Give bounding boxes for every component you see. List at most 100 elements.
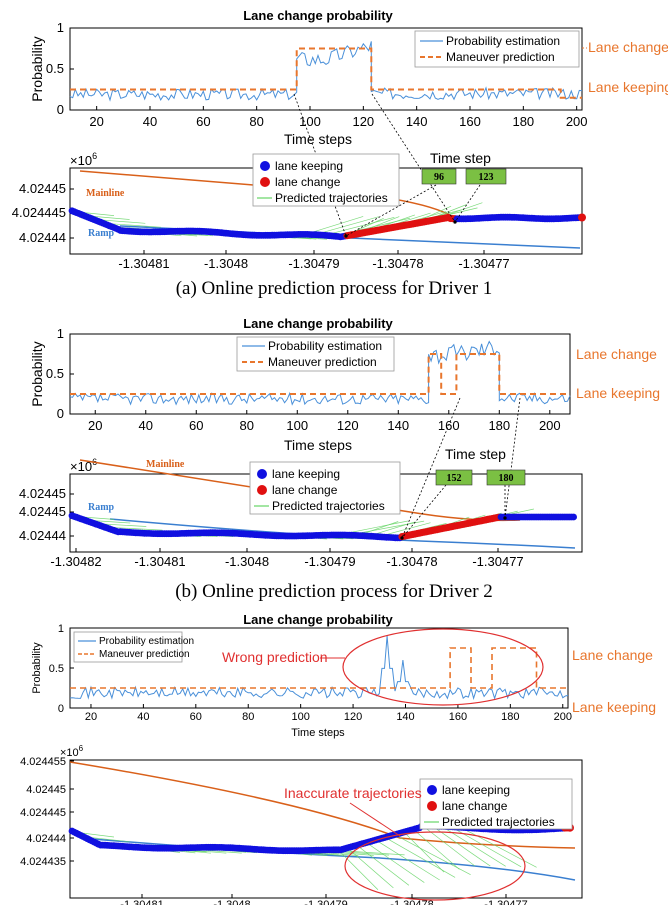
chart-title: Lane change probability xyxy=(243,8,393,23)
legend-label-prediction: Maneuver prediction xyxy=(446,50,555,64)
x-tick-label: -1.30478 xyxy=(390,899,433,905)
x-tick-label: 120 xyxy=(344,711,362,723)
predicted-trajectory xyxy=(356,845,410,886)
map-label-mainline: Mainline xyxy=(86,188,125,199)
caption-driver-1: (a) Online prediction process for Driver… xyxy=(176,278,493,299)
x-tick-label: 140 xyxy=(396,711,414,723)
x-tick-label: 120 xyxy=(337,418,359,433)
x-tick-label: 20 xyxy=(85,711,97,723)
series-lines xyxy=(69,41,583,102)
map-legend: lane keeping lane change Predicted traje… xyxy=(252,153,400,207)
x-tick-label: -1.30477 xyxy=(472,554,523,569)
map-legend: lane keeping lane change Predicted traje… xyxy=(419,778,573,830)
y-exponent: ×106 xyxy=(70,457,97,474)
y-tick-label: 4.024445 xyxy=(20,807,66,819)
map-legend-box xyxy=(419,778,573,830)
time-step-pointer xyxy=(293,93,347,237)
predicted-trajectory xyxy=(366,842,425,883)
annotation-inaccurate-trajectories: Inaccurate trajectories xyxy=(284,785,422,801)
x-tick-label: 200 xyxy=(566,114,588,129)
predicted-trajectory xyxy=(432,825,491,867)
legend-label-lane-keeping: lane keeping xyxy=(442,783,510,797)
predicted-trajectory xyxy=(337,849,379,891)
x-tick-label: -1.3048 xyxy=(213,899,250,905)
legend-marker-lane-change xyxy=(427,801,437,811)
map-legend-box xyxy=(249,461,401,515)
x-tick-label: 80 xyxy=(249,114,263,129)
predicted-trajectory xyxy=(375,839,440,881)
legend-label-prediction: Maneuver prediction xyxy=(268,355,377,369)
x-tick-label: 100 xyxy=(286,418,308,433)
x-tick-label: -1.3048 xyxy=(204,256,248,271)
legend-label-lane-change: lane change xyxy=(272,483,338,497)
x-tick-label: 80 xyxy=(242,711,254,723)
legend-label-trajectories: Predicted trajectories xyxy=(275,191,388,205)
time-step-pointer-head xyxy=(503,516,507,520)
x-tick-label: 100 xyxy=(291,711,309,723)
x-tick-label: -1.30479 xyxy=(304,554,355,569)
x-tick-label: -1.30478 xyxy=(372,256,423,271)
series-line-probability-estimation xyxy=(69,635,569,701)
time-step-pointer xyxy=(504,397,521,519)
tick-labels: 20 40 60 80 100 120 140 160 180 200 0 0.5 1 xyxy=(49,623,572,723)
lane-change-point xyxy=(578,213,586,222)
x-tick-label: 60 xyxy=(190,711,202,723)
legend: Probability estimation Maneuver predicti… xyxy=(414,30,580,68)
predicted-trajectory xyxy=(314,216,379,236)
y-tick-label: 1 xyxy=(58,623,64,635)
map-tick-labels: -1.30481 -1.3048 -1.30479 -1.30478 -1.30477 4… xyxy=(20,756,528,905)
x-tick-label: -1.30478 xyxy=(386,554,437,569)
legend-label-trajectories: Predicted trajectories xyxy=(442,815,555,829)
time-step-pointer-head xyxy=(400,536,404,540)
legend-label-estimation: Probability estimation xyxy=(268,339,382,353)
x-tick-label: 20 xyxy=(89,114,103,129)
x-tick-label: -1.30482 xyxy=(50,554,101,569)
map-tick-labels: -1.30481 -1.3048 -1.30479 -1.30478 -1.30477 4… xyxy=(12,181,510,271)
x-tick-label: 40 xyxy=(137,711,149,723)
y-tick-label: 0.5 xyxy=(49,663,64,675)
x-tick-label: 40 xyxy=(143,114,157,129)
side-label-lane-change: Lane change xyxy=(588,39,668,55)
y-axis-label: Probability xyxy=(29,36,45,101)
chart-title: Lane change probability xyxy=(243,612,393,627)
panel-c-probability-chart: Lane change probability 20 40 60 80 100 120 14… xyxy=(31,612,656,739)
time-step-box-2 xyxy=(486,469,526,486)
y-exponent: ×106 xyxy=(60,744,84,759)
x-tick-label: 180 xyxy=(512,114,534,129)
y-tick-label: 0.5 xyxy=(46,366,64,381)
x-tick-label: 140 xyxy=(387,418,409,433)
tick-labels: 20 40 60 80 100 120 140 160 180 200 0 0.5 1 xyxy=(46,20,588,129)
time-step-pointer-head xyxy=(453,220,457,224)
time-step-box-1 xyxy=(435,469,473,486)
y-tick-label: 4.02445 xyxy=(19,181,66,196)
predicted-trajectory xyxy=(403,831,445,873)
x-tick-label: 40 xyxy=(139,418,153,433)
x-axis-label: Time steps xyxy=(284,131,352,147)
predicted-trajectory xyxy=(384,837,456,878)
x-tick-label: 200 xyxy=(554,711,572,723)
panel-c-trajectory-map: ×106 -1.30481 -1.3048 -1.30479 -1.30478 -1.3… xyxy=(20,744,583,905)
x-tick-label: -1.30481 xyxy=(118,256,169,271)
side-label-lane-keeping: Lane keeping xyxy=(572,699,656,715)
legend-label-estimation: Probability estimation xyxy=(446,34,560,48)
time-step-box-1 xyxy=(421,168,457,185)
legend-label-lane-keeping: lane keeping xyxy=(272,467,340,481)
y-tick-label: 4.02444 xyxy=(26,833,66,845)
legend: Probability estimation Maneuver predicti… xyxy=(236,336,395,372)
x-tick-label: 140 xyxy=(406,114,428,129)
map-label-ramp: Ramp xyxy=(88,502,115,513)
map-curves xyxy=(68,93,586,249)
y-axis-label: Probability xyxy=(29,341,45,406)
y-tick-label: 4.02445 xyxy=(26,784,66,796)
legend-marker-lane-keeping xyxy=(427,785,437,795)
inaccurate-trajectories-ellipse xyxy=(344,831,526,901)
series-line-maneuver-prediction xyxy=(70,47,582,99)
panel-a-probability-chart: Lane change probability 20 40 60 80 100 120 14… xyxy=(29,8,668,147)
y-tick-label: 4.02445 xyxy=(19,504,66,519)
legend-marker-lane-change xyxy=(257,485,267,495)
legend: Probability estimation Maneuver predicti… xyxy=(73,631,194,663)
map-label-mainline: Mainline xyxy=(146,459,185,470)
map-tick-labels: -1.30482 -1.30481 -1.3048 -1.30479 -1.30478 -… xyxy=(19,486,524,569)
y-tick-label: 4.02444 xyxy=(19,528,66,543)
legend-marker-lane-change xyxy=(260,177,270,187)
